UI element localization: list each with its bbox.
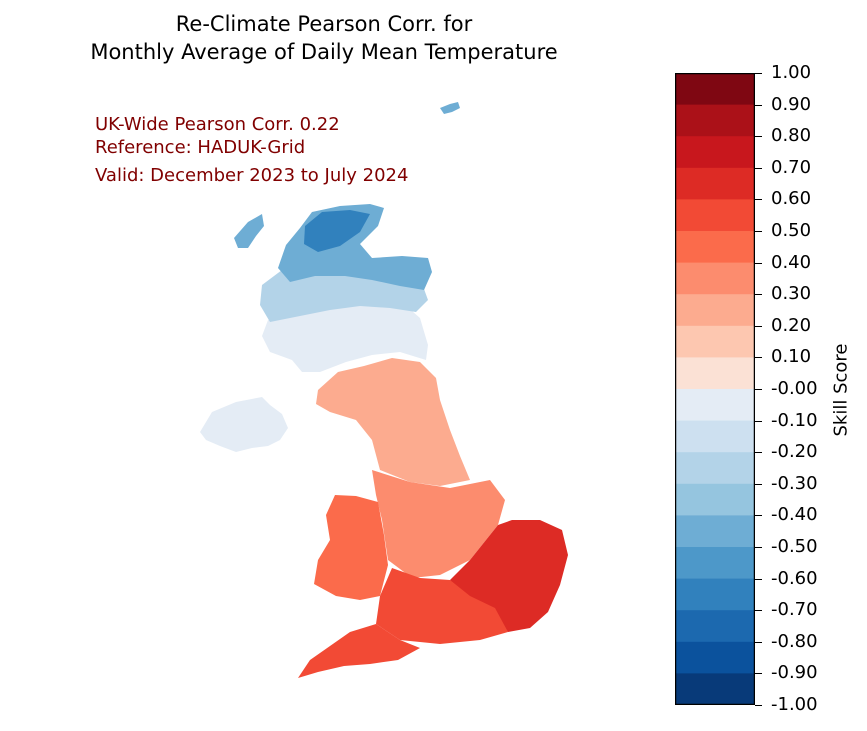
colorbar-tick-label: 0.10	[771, 346, 812, 368]
colorbar-tick-label: -0.10	[771, 409, 818, 431]
colorbar-tick-label: 0.20	[771, 314, 812, 336]
colorbar-band	[675, 452, 755, 485]
region-hebrides	[234, 214, 264, 248]
colorbar-tick-mark	[755, 199, 762, 201]
colorbar-tick-mark	[755, 294, 762, 296]
title-line-2: Monthly Average of Daily Mean Temperatur…	[90, 40, 558, 64]
region-wales	[314, 495, 388, 600]
colorbar-tick-label: 0.80	[771, 125, 812, 147]
colorbar-tick-mark	[755, 389, 762, 390]
colorbar-tick-label: -0.30	[771, 472, 818, 494]
region-south-east-england	[450, 520, 568, 632]
uk-skill-map	[200, 102, 568, 678]
region-northern-england	[316, 358, 470, 486]
colorbar-tick-label: 0.30	[771, 283, 812, 305]
colorbar-tick-label: 0.90	[771, 93, 812, 115]
colorbar-tick-label: -0.40	[771, 504, 818, 526]
colorbar-band	[675, 420, 755, 453]
colorbar-tick-label: -0.60	[771, 567, 818, 589]
colorbar-tick-label: -0.20	[771, 441, 818, 463]
colorbar-tick-mark	[755, 641, 762, 643]
colorbar-tick-label: 0.70	[771, 156, 812, 178]
colorbar-label: Skill Score	[830, 343, 852, 437]
region-northern-ireland	[200, 397, 288, 452]
colorbar-tick-mark	[755, 420, 762, 422]
colorbar-tick-label: 0.50	[771, 220, 812, 241]
colorbar-tick-mark	[755, 547, 762, 548]
region-scotland-south	[262, 300, 428, 372]
chart-title: Re-Climate Pearson Corr. for Monthly Ave…	[0, 10, 648, 66]
colorbar-band	[675, 610, 755, 643]
colorbar-band	[675, 167, 755, 200]
region-south-england	[376, 568, 508, 644]
colorbar-tick-mark	[755, 452, 762, 454]
region-midlands	[372, 470, 505, 578]
colorbar-band	[675, 578, 755, 611]
title-line-1: Re-Climate Pearson Corr. for	[175, 12, 473, 36]
colorbar-band	[675, 262, 755, 295]
colorbar-band	[675, 641, 755, 674]
colorbar-tick-mark	[755, 610, 762, 612]
colorbar-tick-label: -0.70	[771, 599, 818, 621]
region-scotland-north-core	[304, 210, 370, 252]
colorbar-tick-mark	[755, 357, 762, 359]
colorbar-tick-label: 1.00	[771, 62, 812, 83]
colorbar-frame	[675, 73, 755, 705]
colorbar-tick-mark	[755, 73, 762, 74]
region-south-west-england	[298, 624, 420, 678]
colorbar-band	[675, 73, 755, 106]
colorbar-band	[675, 325, 755, 358]
colorbar-tick-mark	[755, 104, 762, 106]
region-shetland	[440, 102, 460, 114]
colorbar-bands	[675, 73, 755, 705]
colorbar-tick-mark	[755, 325, 762, 327]
colorbar-band	[675, 389, 755, 422]
colorbar-band	[675, 483, 755, 516]
colorbar-tick-mark	[755, 483, 762, 485]
colorbar-tick-mark	[755, 167, 762, 169]
colorbar-band	[675, 231, 755, 264]
colorbar-band	[675, 547, 755, 580]
colorbar-tick-label: 0.60	[771, 188, 812, 210]
colorbar-tick-mark	[755, 231, 762, 232]
colorbar-tick-label: 0.40	[771, 251, 812, 273]
colorbar-tick-label: -0.00	[771, 378, 818, 399]
colorbar-tick-mark	[755, 673, 762, 675]
colorbar-tick-label: -0.50	[771, 536, 818, 557]
colorbar-band	[675, 199, 755, 232]
colorbar-tick-mark	[755, 262, 762, 264]
colorbar-tick-mark	[755, 705, 762, 706]
colorbar-tick-label: -0.80	[771, 630, 818, 652]
colorbar-tick-mark	[755, 136, 762, 138]
colorbar-tick-mark	[755, 578, 762, 580]
colorbar-tick-label: -1.00	[771, 694, 818, 715]
colorbar-band	[675, 673, 755, 705]
uk-wide-correlation-text: UK-Wide Pearson Corr. 0.22	[95, 114, 340, 135]
colorbar-band	[675, 104, 755, 137]
colorbar-band	[675, 294, 755, 327]
colorbar-band	[675, 357, 755, 390]
colorbar-tick-mark	[755, 515, 762, 517]
colorbar-tick-label: -0.90	[771, 662, 818, 684]
colorbar-band	[675, 515, 755, 548]
valid-period-text: Valid: December 2023 to July 2024	[95, 165, 409, 186]
colorbar	[675, 73, 755, 705]
colorbar-band	[675, 136, 755, 169]
reference-text: Reference: HADUK-Grid	[95, 137, 306, 158]
